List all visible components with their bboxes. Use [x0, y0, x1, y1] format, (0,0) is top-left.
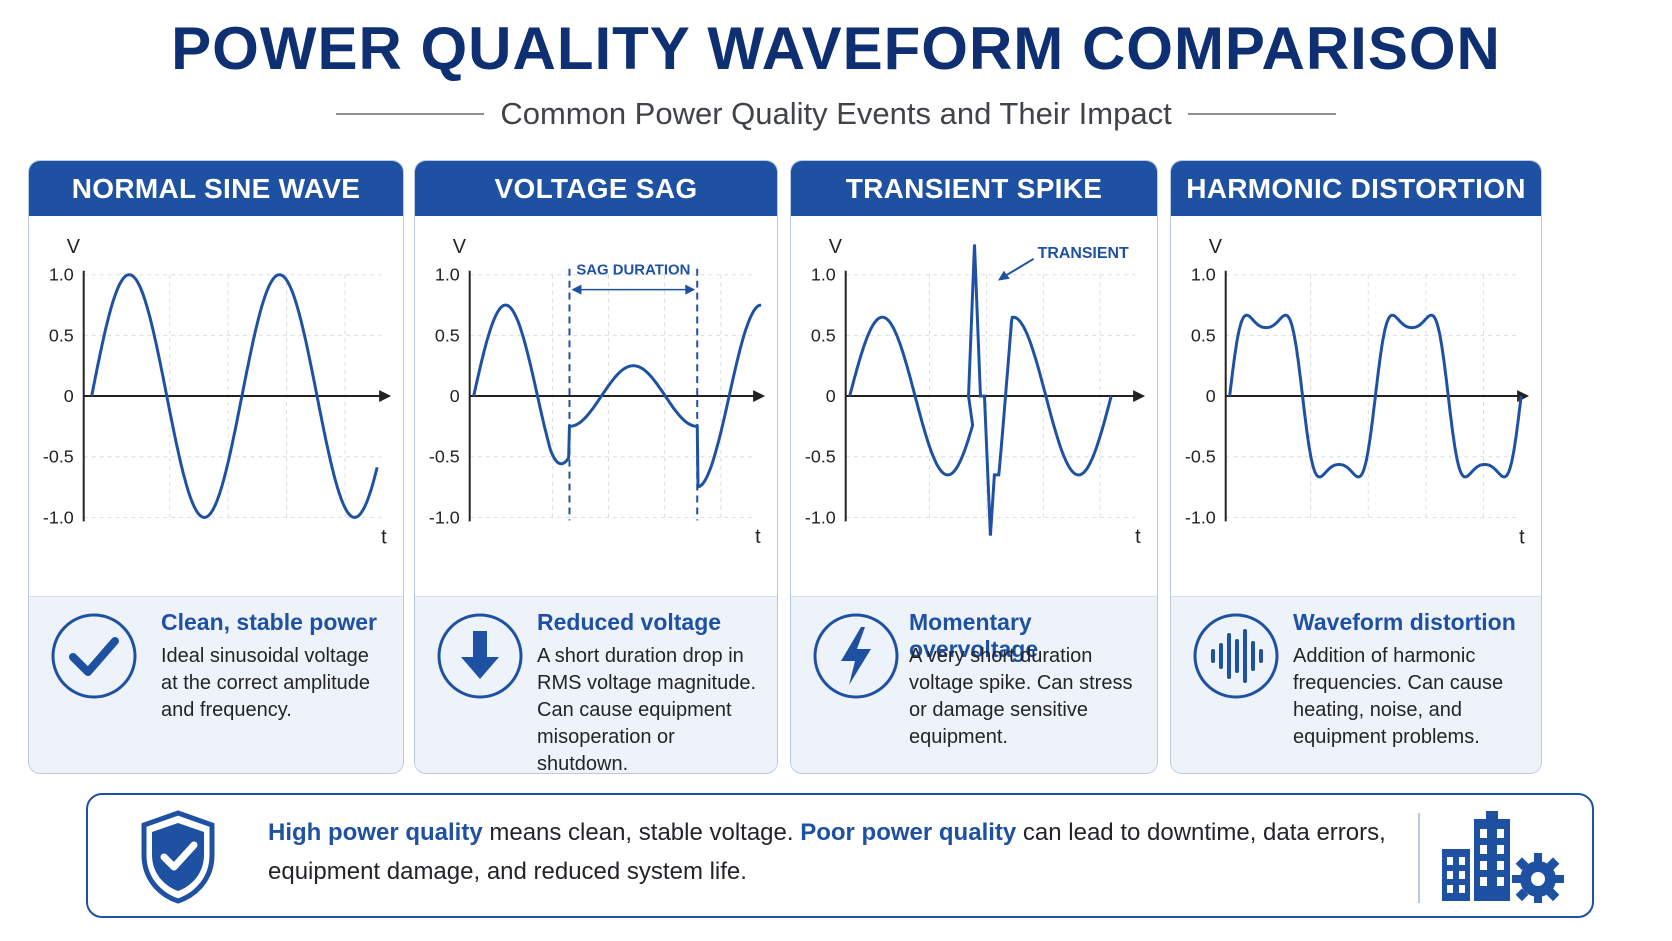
waveform-chart-normal: Vt 1.0 0.5 0 -0.5 -1.0 — [43, 236, 392, 548]
summary-divider — [1418, 813, 1420, 903]
footer-title: Waveform distortion — [1293, 609, 1516, 635]
y-axis-label: V — [829, 236, 843, 258]
y-tick-label: -0.5 — [805, 447, 836, 467]
desc-line: frequencies. Can cause — [1293, 672, 1504, 694]
desc-line: and frequency. — [161, 699, 292, 721]
y-tick-label: 0 — [1206, 386, 1216, 406]
waveform-line — [848, 244, 1113, 536]
subtitle-rule-left — [336, 113, 485, 115]
footer-description: A very short duration voltage spike. Can… — [909, 643, 1149, 751]
waveform-line — [472, 303, 762, 489]
y-tick-label: -0.5 — [429, 447, 460, 467]
desc-line: at the correct amplitude — [161, 672, 370, 694]
y-axis-label: V — [67, 236, 81, 258]
y-tick-label: 0.5 — [49, 325, 74, 345]
summary-highlight-poor: Poor power quality — [800, 819, 1017, 846]
y-tick-label: 0 — [64, 386, 74, 406]
y-tick-label: -0.5 — [1185, 447, 1216, 467]
lightning-icon — [813, 613, 899, 699]
summary-box: High power quality means clean, stable v… — [86, 793, 1594, 918]
waveform-chart-transient: Vt 1.0 0.5 0 -0.5 -1.0 TRANSIENT — [805, 236, 1146, 548]
y-tick-label: 0.5 — [435, 325, 460, 345]
y-tick-label: -1.0 — [43, 507, 74, 527]
y-tick-label: 1.0 — [811, 265, 836, 285]
panel-footer: Momentary overvoltage A very short durat… — [791, 596, 1157, 773]
panel-header: HARMONIC DISTORTION — [1171, 161, 1541, 216]
waveform-line — [1228, 313, 1523, 479]
shield-check-icon — [141, 810, 215, 904]
y-tick-label: 1.0 — [49, 265, 74, 285]
desc-line: voltage spike. Can stress — [909, 672, 1133, 694]
y-tick-label: 0.5 — [1191, 325, 1216, 345]
y-tick-label: 0.5 — [811, 325, 836, 345]
summary-text: High power quality means clean, stable v… — [268, 813, 1468, 891]
panel-header: VOLTAGE SAG — [415, 161, 777, 216]
y-tick-label: 0 — [826, 386, 836, 406]
sag-duration-label: SAG DURATION — [576, 263, 690, 279]
summary-text-1: means clean, stable voltage. — [482, 819, 801, 846]
transient-pointer — [1003, 257, 1035, 278]
x-axis-arrow — [1517, 390, 1530, 403]
x-axis-arrow — [753, 390, 766, 403]
panel-footer: Reduced voltage A short duration drop in… — [415, 596, 777, 773]
desc-line: equipment problems. — [1293, 726, 1480, 748]
desc-line: RMS voltage magnitude. — [537, 672, 757, 694]
waveform-icon — [1193, 613, 1279, 699]
y-tick-label: 0 — [450, 386, 460, 406]
x-axis-label: t — [381, 526, 387, 548]
y-tick-label: -1.0 — [805, 507, 836, 527]
panel-header: TRANSIENT SPIKE — [791, 161, 1157, 216]
y-tick-label: -1.0 — [429, 507, 460, 527]
footer-description: A short duration drop in RMS voltage mag… — [537, 643, 769, 774]
y-tick-label: -1.0 — [1185, 507, 1216, 527]
footer-description: Addition of harmonic frequencies. Can ca… — [1293, 643, 1533, 751]
desc-line: misoperation or shutdown. — [537, 726, 675, 774]
desc-line: Can cause equipment — [537, 699, 732, 721]
panel-header: NORMAL SINE WAVE — [29, 161, 403, 216]
building-gear-icon — [1442, 811, 1564, 903]
panel-footer: Waveform distortion Addition of harmonic… — [1171, 596, 1541, 773]
desc-line: A short duration drop in — [537, 645, 744, 667]
y-tick-label: -0.5 — [43, 447, 74, 467]
desc-line: A very short duration — [909, 645, 1093, 667]
waveform-chart-harmonic: Vt 1.0 0.5 0 -0.5 -1.0 — [1185, 236, 1530, 548]
arrowhead — [571, 284, 582, 295]
y-axis-label: V — [453, 236, 467, 258]
footer-title: Clean, stable power — [161, 609, 378, 635]
desc-line: heating, noise, and — [1293, 699, 1463, 721]
x-axis-label: t — [1519, 526, 1525, 548]
summary-highlight-high: High power quality — [268, 819, 483, 846]
y-tick-label: 1.0 — [435, 265, 460, 285]
summary-text-2: can lead to downtime, data errors, equip… — [268, 819, 1386, 885]
checkmark-icon — [51, 613, 137, 699]
desc-line: Ideal sinusoidal voltage — [161, 645, 369, 667]
arrowhead — [997, 270, 1010, 281]
arrowhead — [685, 284, 696, 295]
waveform-line — [90, 273, 379, 519]
waveform-chart-sag: Vt 1.0 0.5 0 -0.5 -1.0 SAG DURATION — [429, 236, 766, 548]
arrow-down-icon — [437, 613, 523, 699]
panel-footer: Clean, stable power Ideal sinusoidal vol… — [29, 596, 403, 773]
y-axis-label: V — [1209, 236, 1223, 258]
subtitle-rule-right — [1187, 113, 1336, 115]
page-title: POWER QUALITY WAVEFORM COMPARISON — [171, 15, 1501, 82]
desc-line: or damage sensitive — [909, 699, 1088, 721]
x-axis-label: t — [1135, 526, 1141, 548]
subtitle-row: Common Power Quality Events and Their Im… — [0, 96, 1672, 132]
footer-title: Reduced voltage — [537, 609, 722, 635]
footer-description: Ideal sinusoidal voltage at the correct … — [161, 643, 395, 724]
transient-label: TRANSIENT — [1038, 245, 1129, 262]
footer-title: Momentary overvoltage — [909, 609, 1039, 662]
x-axis-arrow — [1133, 390, 1146, 403]
x-axis-arrow — [379, 390, 392, 403]
desc-line: Addition of harmonic — [1293, 645, 1476, 667]
page-subtitle: Common Power Quality Events and Their Im… — [500, 96, 1172, 131]
x-axis-label: t — [755, 526, 761, 548]
y-tick-label: 1.0 — [1191, 265, 1216, 285]
desc-line: equipment. — [909, 726, 1008, 748]
